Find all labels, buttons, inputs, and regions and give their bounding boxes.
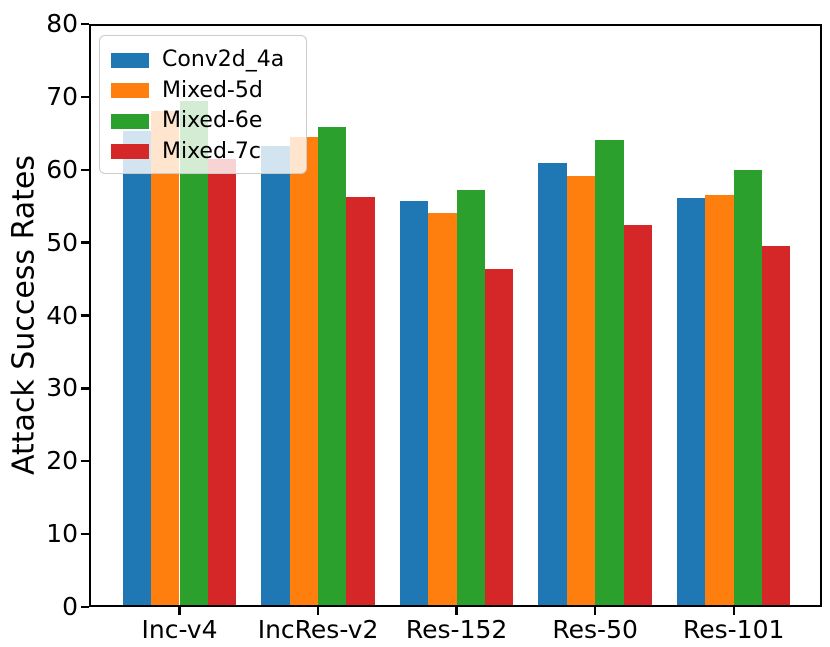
y-axis-tick-label: 50 (46, 227, 78, 257)
y-axis-tick (81, 95, 89, 99)
bar-mixed-5d-res-101 (705, 195, 734, 607)
legend-swatch-icon (111, 144, 149, 160)
bar-mixed-6e-incres-v2 (318, 126, 347, 607)
bar-mixed-5d-res-152 (428, 213, 457, 607)
y-axis-tick-label: 40 (46, 300, 78, 330)
x-axis-tick (593, 607, 597, 615)
y-axis-tick-label: 0 (62, 592, 78, 621)
bar-conv2d-4a-res-152 (399, 201, 429, 607)
y-axis-tick (81, 605, 89, 609)
x-axis-tick (316, 607, 320, 615)
bar-conv2d-4a-res-101 (676, 198, 706, 607)
x-axis-category-label: IncRes-v2 (257, 615, 379, 644)
legend-label: Conv2d_4a (162, 47, 285, 73)
y-axis-tick (81, 387, 89, 390)
y-axis-tick-label: 10 (46, 519, 78, 549)
bar-mixed-7c-inc-v4 (207, 158, 237, 607)
legend-label: Mixed-5d (162, 77, 263, 103)
bar-mixed-7c-res-50 (623, 225, 652, 607)
bar-mixed-6e-res-50 (595, 139, 624, 607)
y-axis-tick (81, 460, 89, 463)
y-axis-tick (81, 241, 89, 244)
bar-mixed-6e-res-101 (733, 169, 763, 607)
x-axis-category-label: Res-101 (682, 615, 785, 644)
legend-label: Mixed-7c (162, 138, 261, 164)
legend-entry: Mixed-7c (111, 137, 306, 168)
legend-entry: Mixed-5d (111, 76, 306, 107)
legend: Conv2d_4a Mixed-5d Mixed-6e Mixed-7c (99, 35, 307, 174)
x-axis-category-label: Inc-v4 (141, 615, 218, 644)
x-axis-category-label: Res-152 (405, 615, 508, 644)
legend-label: Mixed-6e (162, 108, 263, 134)
bar-conv2d-4a-incres-v2 (261, 145, 290, 607)
y-axis-tick-label: 80 (46, 9, 78, 38)
y-axis-tick-label: 70 (46, 81, 78, 111)
bar-mixed-6e-inc-v4 (179, 100, 208, 607)
y-axis-tick (81, 168, 89, 171)
legend-entry: Mixed-6e (111, 106, 306, 137)
bar-mixed-7c-res-152 (485, 268, 514, 607)
x-axis-tick (455, 607, 458, 615)
legend-swatch-icon (111, 52, 149, 68)
bar-mixed-7c-incres-v2 (346, 197, 375, 607)
legend-swatch-icon (111, 113, 149, 129)
legend-entry: Conv2d_4a (111, 45, 306, 76)
x-axis-tick (732, 607, 735, 615)
bar-mixed-7c-res-101 (762, 246, 791, 607)
bar-mixed-5d-inc-v4 (151, 111, 180, 607)
bar-conv2d-4a-res-50 (538, 163, 567, 607)
bar-mixed-6e-res-152 (456, 190, 485, 607)
bar-mixed-5d-incres-v2 (289, 136, 319, 607)
legend-swatch-icon (111, 83, 149, 99)
bar-conv2d-4a-inc-v4 (122, 131, 152, 607)
y-axis-tick-label: 60 (46, 154, 78, 184)
y-axis-tick-label: 30 (46, 373, 78, 403)
y-axis-tick (81, 532, 89, 536)
bar-mixed-5d-res-50 (566, 176, 596, 607)
y-axis-tick (81, 22, 89, 26)
x-axis-category-label: Res-50 (552, 615, 638, 644)
y-axis-tick (81, 314, 89, 317)
y-axis-tick-label: 20 (46, 446, 78, 476)
x-axis-tick (178, 607, 181, 615)
